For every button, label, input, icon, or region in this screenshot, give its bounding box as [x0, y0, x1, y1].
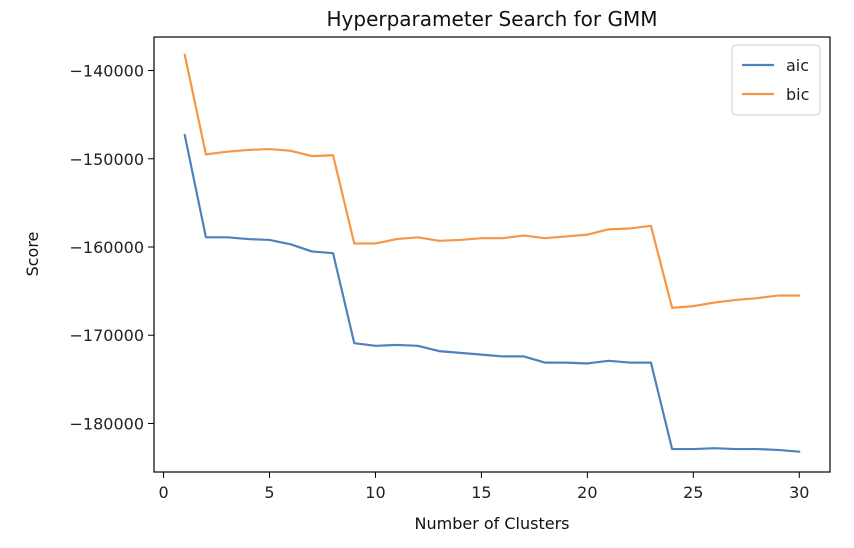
series-line-aic	[183, 133, 801, 453]
x-tick-label: 0	[158, 483, 168, 502]
chart-title: Hyperparameter Search for GMM	[327, 7, 658, 31]
series-line-bic	[183, 53, 801, 309]
y-tick-label: −160000	[70, 238, 144, 257]
plot-area	[153, 36, 831, 473]
y-tick-label: −140000	[70, 62, 144, 81]
legend-label-aic: aic	[786, 56, 809, 75]
x-axis: 0 5 10 15 20 25 30	[158, 472, 809, 502]
legend-box	[731, 44, 821, 116]
y-tick-label: −170000	[70, 326, 144, 345]
plot-frame	[153, 36, 831, 473]
x-axis-label: Number of Clusters	[415, 514, 570, 533]
legend-label-bic: bic	[786, 85, 809, 104]
legend: aic bic	[731, 44, 821, 116]
x-tick-label: 30	[789, 483, 809, 502]
x-tick-label: 5	[264, 483, 274, 502]
y-tick-label: −180000	[70, 414, 144, 433]
x-tick-label: 20	[577, 483, 597, 502]
y-axis-label: Score	[23, 232, 42, 277]
y-tick-label: −150000	[70, 150, 144, 169]
x-tick-label: 15	[471, 483, 491, 502]
x-tick-label: 10	[365, 483, 385, 502]
x-tick-label: 25	[683, 483, 703, 502]
y-axis: −180000 −170000 −160000 −150000 −140000	[70, 62, 154, 433]
series-lines	[183, 53, 801, 453]
